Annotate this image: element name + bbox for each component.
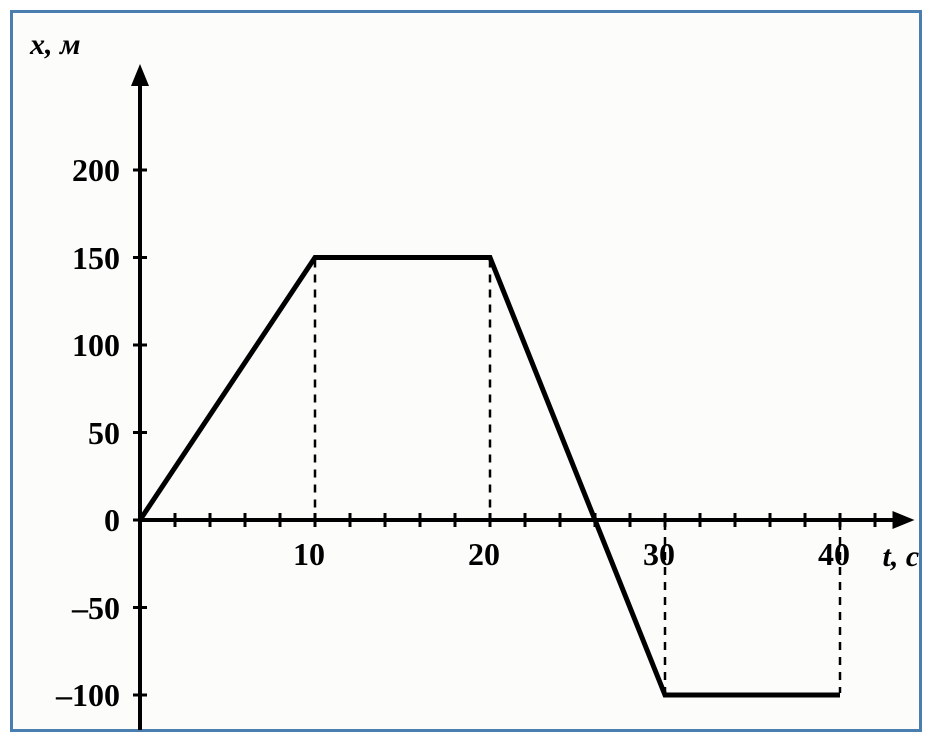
x-tick-label: 40	[818, 536, 850, 573]
x-tick-label: 10	[293, 536, 325, 573]
y-tick-label: –100	[20, 677, 120, 714]
y-tick-label: 0	[20, 502, 120, 539]
chart-svg	[0, 0, 932, 742]
x-axis-arrow	[893, 511, 915, 529]
x-axis-label: t, с	[883, 540, 920, 574]
y-tick-label: 200	[20, 152, 120, 189]
x-tick-label: 30	[643, 536, 675, 573]
y-axis-label: x, м	[30, 28, 81, 62]
y-axis-arrow	[131, 64, 149, 86]
y-tick-label: –50	[20, 590, 120, 627]
y-tick-label: 150	[20, 240, 120, 277]
x-tick-label: 20	[468, 536, 500, 573]
y-tick-label: 100	[20, 327, 120, 364]
y-tick-label: 50	[20, 415, 120, 452]
